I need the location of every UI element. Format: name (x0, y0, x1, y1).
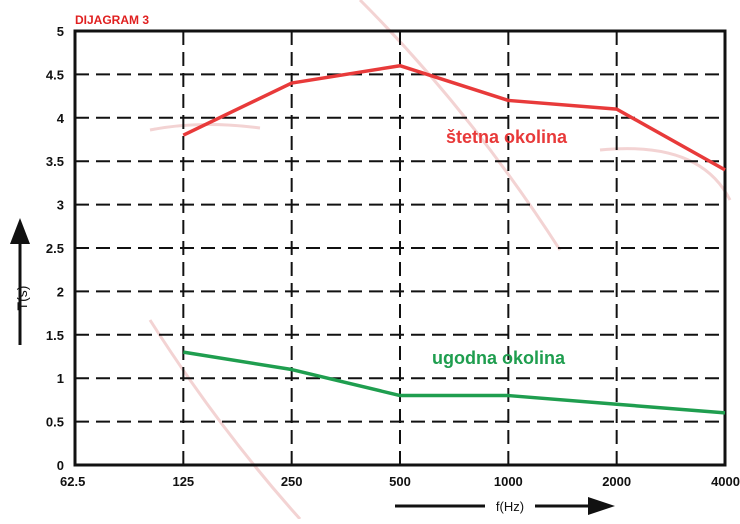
y-tick-label: 3.5 (46, 154, 64, 169)
y-tick-label: 2 (57, 284, 64, 299)
y-tick-label: 3 (57, 198, 64, 213)
y-tick-labels: 0 0.5 1 1.5 2 2.5 3 3.5 4 4.5 5 (46, 24, 65, 473)
y-tick-label: 0 (57, 458, 64, 473)
x-axis-arrow-head-icon (588, 497, 615, 515)
grid-lines (75, 31, 725, 465)
x-tick-label: 62.5 (60, 474, 85, 489)
x-tick-labels: 62.5 125 250 500 1000 2000 4000 (60, 474, 740, 489)
x-tick-label: 2000 (602, 474, 631, 489)
y-tick-label: 1.5 (46, 328, 64, 343)
x-tick-label: 125 (172, 474, 194, 489)
y-tick-label: 2.5 (46, 241, 64, 256)
chart-title: DIJAGRAM 3 (75, 13, 149, 27)
plot-frame (73, 29, 727, 467)
x-tick-label: 1000 (494, 474, 523, 489)
y-axis-label-group: T(s) (10, 218, 30, 345)
x-tick-label: 500 (389, 474, 411, 489)
x-axis-label-group: f(Hz) (395, 497, 615, 515)
series-line-0 (182, 63, 726, 172)
x-axis-label: f(Hz) (496, 499, 524, 514)
y-axis-label: T(s) (14, 286, 30, 311)
y-tick-label: 4 (57, 111, 65, 126)
y-tick-label: 0.5 (46, 415, 64, 430)
series-line-1 (183, 350, 726, 415)
y-tick-label: 4.5 (46, 67, 64, 82)
y-tick-label: 1 (57, 371, 64, 386)
series-lines (182, 63, 726, 415)
y-tick-label: 5 (57, 24, 64, 39)
x-tick-label: 4000 (711, 474, 740, 489)
series-label-ugodna: ugodna okolina (432, 348, 566, 368)
x-tick-label: 250 (281, 474, 303, 489)
y-axis-arrow-head-icon (10, 218, 30, 244)
series-label-stetna: štetna okolina (446, 127, 568, 147)
